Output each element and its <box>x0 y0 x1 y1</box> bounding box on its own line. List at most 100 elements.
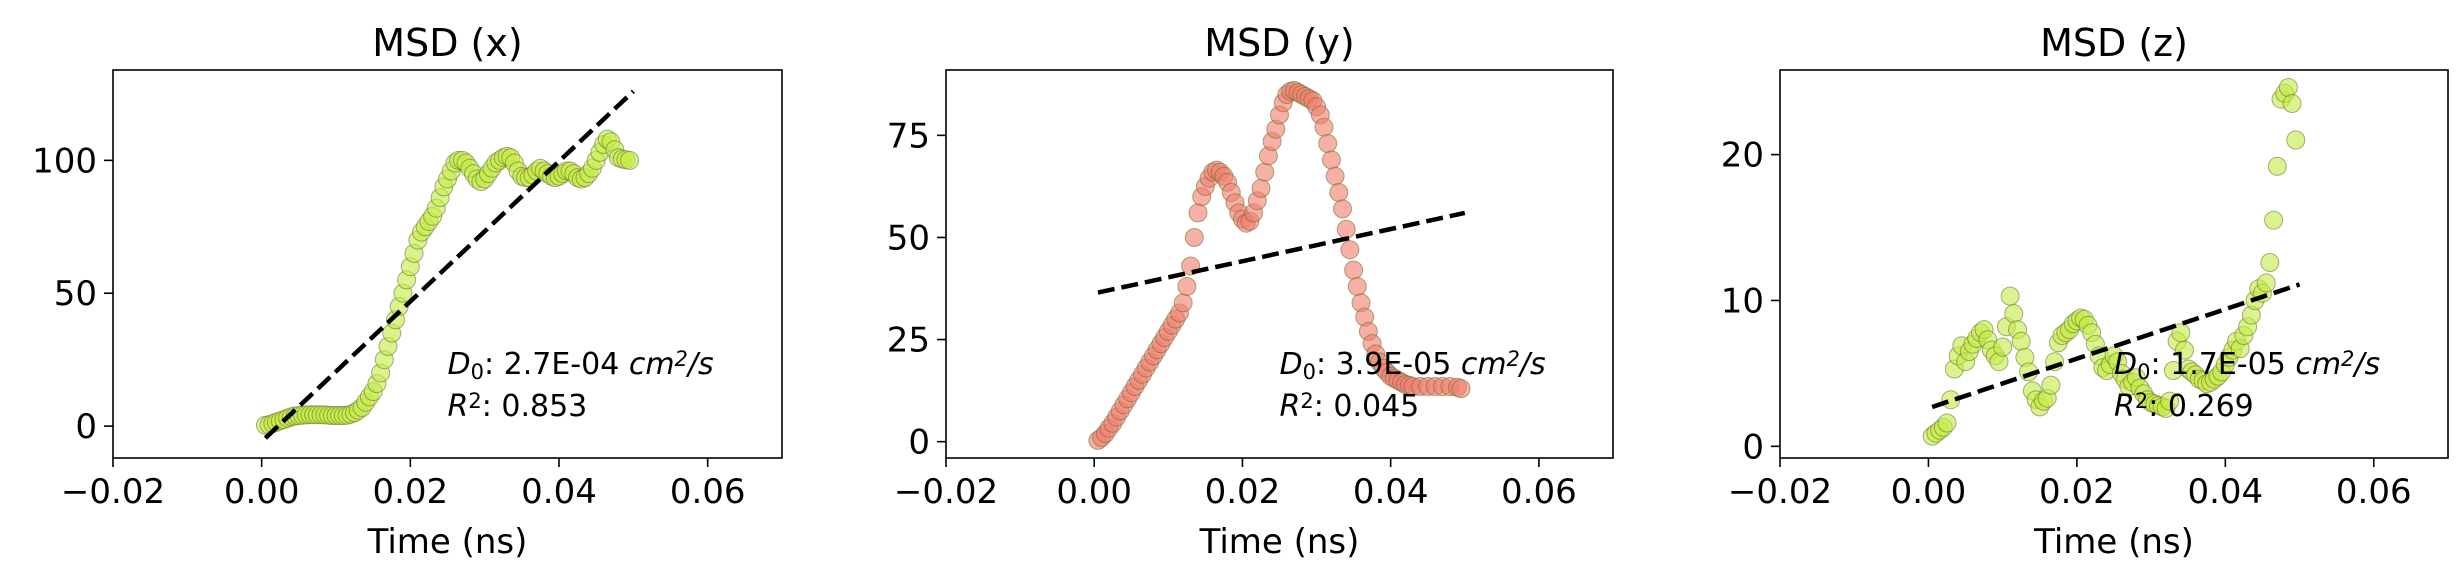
data-point <box>1937 413 1957 433</box>
d0-unit-tail: /s <box>2351 347 2380 382</box>
data-point <box>1347 277 1367 296</box>
r2-exponent: 2 <box>2135 389 2148 413</box>
d0-unit-exponent: 2 <box>675 347 688 371</box>
r2-value: : 0.045 <box>1314 389 1420 424</box>
d0-subscript: 0 <box>2137 360 2150 384</box>
y-tick-label: 0 <box>75 407 97 447</box>
x-tick-label: 0.00 <box>1891 472 1967 512</box>
d0-unit: cm <box>2295 347 2341 382</box>
data-point <box>1184 228 1204 247</box>
data-point <box>1251 178 1271 198</box>
axes-frame <box>1779 69 2449 459</box>
r2-exponent: 2 <box>468 389 481 413</box>
x-tick-label: 0.06 <box>2336 472 2412 512</box>
data-point <box>1329 183 1349 202</box>
data-point <box>2282 94 2302 113</box>
data-points <box>1088 80 1471 450</box>
data-point <box>1177 277 1197 296</box>
d0-unit-exponent: 2 <box>1507 347 1520 371</box>
data-point <box>2260 253 2280 272</box>
r2-annotation: R2: 0.045 <box>1280 389 1420 424</box>
axes-frame <box>945 69 1614 459</box>
y-tick-label: 75 <box>887 116 930 156</box>
y-tick-label: 25 <box>887 321 930 361</box>
r2-value: : 0.853 <box>482 389 588 424</box>
x-axis-label: Time (ns) <box>2033 522 2194 562</box>
x-tick-label: −0.02 <box>894 472 998 512</box>
x-tick-label: −0.02 <box>1728 472 1832 512</box>
data-point <box>2000 286 2020 306</box>
y-tick-label: 100 <box>32 141 97 181</box>
data-point <box>2278 78 2298 97</box>
data-point <box>2267 156 2287 176</box>
r2-symbol: R <box>2114 389 2135 424</box>
r2-symbol: R <box>448 389 469 424</box>
d0-unit-tail: /s <box>1517 347 1546 382</box>
y-tick-label: 50 <box>887 218 930 258</box>
x-tick-label: 0.02 <box>372 472 448 512</box>
r2-symbol: R <box>1280 389 1301 424</box>
data-point <box>1993 337 2013 357</box>
x-axis-label: Time (ns) <box>1199 522 1360 562</box>
chart-title: MSD (z) <box>2040 21 2188 65</box>
x-tick-label: 0.02 <box>1205 472 1281 512</box>
data-point <box>1314 117 1334 137</box>
y-tick-label: 50 <box>54 274 97 314</box>
diffusion-annotation: D0: 1.7E-05 cm2/s <box>2114 347 2380 385</box>
fit-line <box>263 89 635 440</box>
diffusion-annotation: D0: 2.7E-04 cm2/s <box>448 347 714 385</box>
data-point <box>2160 391 2180 411</box>
data-point <box>2004 304 2024 324</box>
d0-unit: cm <box>1461 347 1507 382</box>
r2-annotation: R2: 0.853 <box>448 389 588 424</box>
y-tick-label: 0 <box>908 423 930 463</box>
data-point <box>1255 162 1275 182</box>
diffusion-annotation: D0: 3.9E-05 cm2/s <box>1280 347 1546 385</box>
data-point <box>2264 210 2284 230</box>
data-point <box>1336 219 1356 239</box>
d0-subscript: 0 <box>1303 360 1316 384</box>
d0-symbol: D <box>1280 347 1303 382</box>
d0-value: : 1.7E-05 <box>2150 347 2295 382</box>
r2-annotation: R2: 0.269 <box>2114 389 2254 424</box>
r2-value: : 0.269 <box>2148 389 2254 424</box>
x-tick-label: −0.02 <box>61 472 165 512</box>
y-tick-label: 0 <box>1742 427 1764 467</box>
d0-value: : 2.7E-04 <box>484 347 629 382</box>
x-tick-label: 0.00 <box>1056 472 1132 512</box>
d0-symbol: D <box>448 347 471 382</box>
data-point <box>1340 240 1360 260</box>
chart-title: MSD (y) <box>1204 21 1354 65</box>
x-tick-label: 0.00 <box>224 472 300 512</box>
data-points <box>255 129 640 435</box>
data-point <box>2175 340 2194 360</box>
data-point <box>1451 379 1471 399</box>
data-point <box>1188 203 1208 223</box>
x-tick-label: 0.04 <box>1353 472 1429 512</box>
chart-title: MSD (x) <box>372 21 522 65</box>
chart-panel-1: MSD (x) −0.02 0.00 0.02 0.04 0.06 0 50 100 Time (… <box>32 21 783 562</box>
data-point <box>2256 273 2276 293</box>
data-point <box>2286 130 2306 150</box>
d0-subscript: 0 <box>471 360 484 384</box>
x-tick-label: 0.04 <box>2187 472 2263 512</box>
chart-panel-2: MSD (y) −0.02 0.00 0.02 0.04 0.06 0 25 50 75 Time … <box>887 21 1614 562</box>
fit-line <box>1097 210 1466 295</box>
d0-value: : 3.9E-05 <box>1316 347 1461 382</box>
data-points <box>1922 78 2306 446</box>
x-tick-label: 0.04 <box>521 472 597 512</box>
data-point <box>1173 293 1193 313</box>
data-point <box>2041 375 2061 395</box>
x-tick-label: 0.02 <box>2039 472 2115 512</box>
x-tick-label: 0.06 <box>1501 472 1577 512</box>
y-tick-label: 10 <box>1721 281 1764 321</box>
d0-unit-exponent: 2 <box>2341 347 2354 371</box>
data-point <box>1318 134 1338 153</box>
x-tick-label: 0.06 <box>670 472 746 512</box>
r2-exponent: 2 <box>1300 389 1313 413</box>
data-point <box>2011 331 2031 351</box>
d0-unit: cm <box>629 347 675 382</box>
y-tick-label: 20 <box>1721 136 1764 176</box>
